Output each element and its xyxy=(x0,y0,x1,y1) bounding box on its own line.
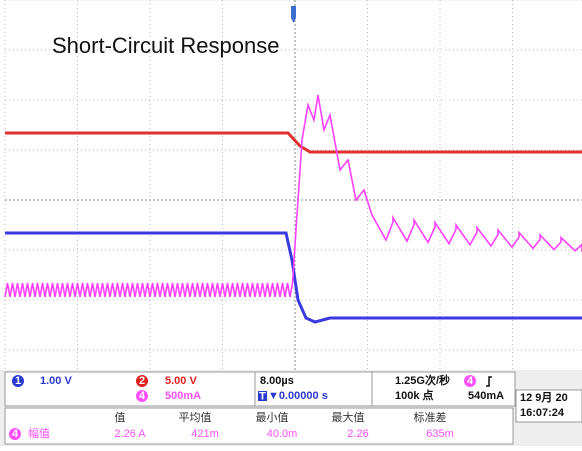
meas-value: 635m xyxy=(426,428,454,440)
ch4-number: 4 xyxy=(139,390,146,402)
channel-1-trace xyxy=(5,231,582,324)
meas-header: 标准差 xyxy=(414,410,447,424)
time-scale: 8.00µs xyxy=(260,375,294,387)
date: 12 9月 20 xyxy=(520,391,568,404)
ch1-scale: 1.00 V xyxy=(40,375,72,387)
title: Short-Circuit Response xyxy=(52,33,279,58)
graticule xyxy=(4,0,582,370)
meas-channel-badge xyxy=(9,428,21,440)
meas-value: 40.0m xyxy=(267,428,298,440)
meas-header: 平均值 xyxy=(179,411,212,424)
ch1-badge xyxy=(12,375,24,387)
ch2-number: 2 xyxy=(139,375,145,387)
meas-name: 幅值 xyxy=(28,427,50,440)
ch4-scale: 500mA xyxy=(165,390,201,402)
meas-channel: 4 xyxy=(12,428,19,440)
channel-2-trace xyxy=(5,131,582,154)
trigger-marker: T xyxy=(259,390,266,402)
trigger-channel: 4 xyxy=(467,375,474,387)
time: 16:07:24 xyxy=(520,407,565,419)
time-position: ▼0.00000 s xyxy=(268,390,328,402)
trigger-position-marker xyxy=(291,6,296,23)
meas-header: 值 xyxy=(115,411,126,424)
measurement-box xyxy=(4,407,514,445)
trigger-slope-icon xyxy=(486,376,492,387)
meas-value: 2.26 xyxy=(347,428,368,440)
datetime-box xyxy=(515,389,582,423)
channel-box xyxy=(4,371,256,407)
trigger-channel-badge xyxy=(464,375,476,387)
sample-rate: 1.25G次/秒 xyxy=(395,373,450,387)
meas-header: 最小值 xyxy=(256,411,289,424)
meas-header: 最大值 xyxy=(332,410,365,424)
meas-value: 2.26 A xyxy=(114,428,146,440)
ch1-number: 1 xyxy=(15,375,21,387)
ch4-badge xyxy=(136,390,148,402)
ch2-badge xyxy=(136,375,148,387)
measurement-table: 值 2.26 A 平均值 421m 最小值 40.0m 最大值 2.26 标准差 635m xyxy=(114,410,453,440)
trigger-badge xyxy=(258,391,267,401)
trigger-level: 540mA xyxy=(468,390,504,402)
ch2-scale: 5.00 V xyxy=(165,375,197,387)
channel-4-trace xyxy=(4,94,582,298)
record-length: 100k 点 xyxy=(395,388,434,402)
meas-value: 421m xyxy=(191,428,219,440)
